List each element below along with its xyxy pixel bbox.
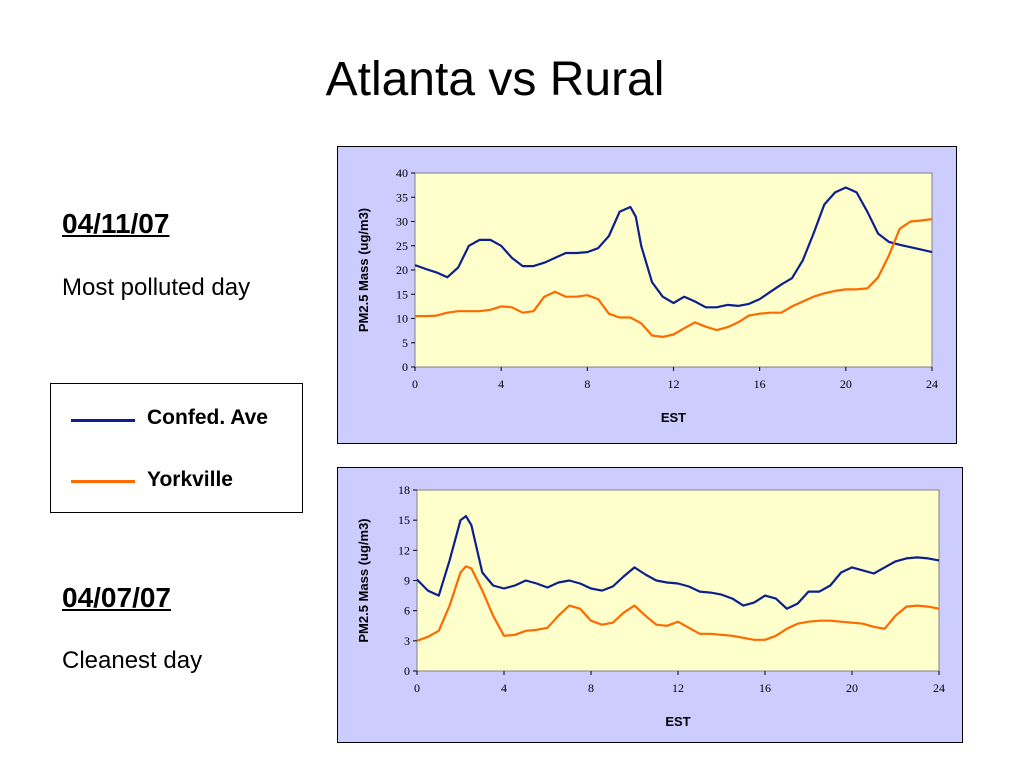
c1-series-yorkville [415,218,933,338]
c2-ytick-label: 6 [404,604,410,618]
c1-ytick-label: 30 [396,215,408,229]
c1-xtick-label: 16 [754,377,766,391]
c1-ytick-label: 5 [402,336,408,350]
legend-line-yorkville [71,480,135,483]
c2-xtick-label: 16 [759,681,771,695]
c1-yaxis-title: PM2.5 Mass (ug/m3) [356,208,371,332]
c2-series-confed-ave [416,515,940,610]
c2-yaxis-title: PM2.5 Mass (ug/m3) [356,518,371,642]
c1-xtick-label: 12 [668,377,680,391]
c2-xtick-label: 4 [501,681,507,695]
c2-xtick-label: 24 [933,681,945,695]
c1-xtick-label: 4 [498,377,504,391]
c1-xaxis-title: EST [661,410,686,425]
chart-cleanest-day: 0 3 6 9 12 15 18 0 4 8 12 16 20 24 EST PM2.5 Mass (ug/m… [337,467,963,743]
c1-xtick-label: 20 [840,377,852,391]
c1-ytick-label: 10 [396,312,408,326]
c1-xtick-label: 0 [412,377,418,391]
c2-xaxis-title: EST [665,714,690,729]
c1-xtick-label: 24 [926,377,938,391]
c2-xtick-label: 0 [414,681,420,695]
c2-ytick-label: 15 [398,513,410,527]
c1-series-confed-ave [414,186,933,309]
legend-line-confed [71,419,135,422]
c1-ytick-label: 15 [396,287,408,301]
c2-ytick-label: 18 [398,483,410,497]
c2-xtick-label: 12 [672,681,684,695]
c2-ytick-label: 9 [404,574,410,588]
date-cleanest-day: 04/07/07 [62,582,171,613]
c1-ytick-label: 40 [396,166,408,180]
c1-ytick-label: 25 [396,239,408,253]
legend-label-yorkville: Yorkville [147,468,233,491]
c2-xtick-label: 20 [846,681,858,695]
c1-ytick-label: 0 [402,360,408,374]
c2-plot-area [416,489,940,672]
desc-cleanest-day: Cleanest day [62,647,203,674]
legend-box: Confed. Ave Yorkville [50,383,303,513]
c1-ytick-label: 35 [396,190,408,204]
c1-ytick-label: 20 [396,263,408,277]
c2-xtick-label: 8 [588,681,594,695]
c1-plot-area [414,172,933,368]
c2-ytick-label: 12 [398,543,410,557]
c2-ytick-label: 3 [404,634,410,648]
chart-cleanest-svg: 0 3 6 9 12 15 18 0 4 8 12 16 20 24 EST PM2.5 Mass (ug/m… [356,483,945,729]
date-polluted-day: 04/11/07 [62,208,170,239]
chart-polluted-svg: 0 5 10 15 20 25 30 35 40 0 4 8 12 16 20 24 EST PM2.5 Mass… [356,166,938,425]
legend-label-confed: Confed. Ave [147,406,268,429]
desc-polluted-day: Most polluted day [62,274,251,301]
c1-xtick-label: 8 [584,377,590,391]
chart-polluted-day: 0 5 10 15 20 25 30 35 40 0 4 8 12 16 20 24 EST PM2.5 Mass… [337,146,957,444]
c2-series-yorkville [416,565,940,642]
slide-title: Atlanta vs Rural [325,53,665,106]
c2-ytick-label: 0 [404,664,410,678]
